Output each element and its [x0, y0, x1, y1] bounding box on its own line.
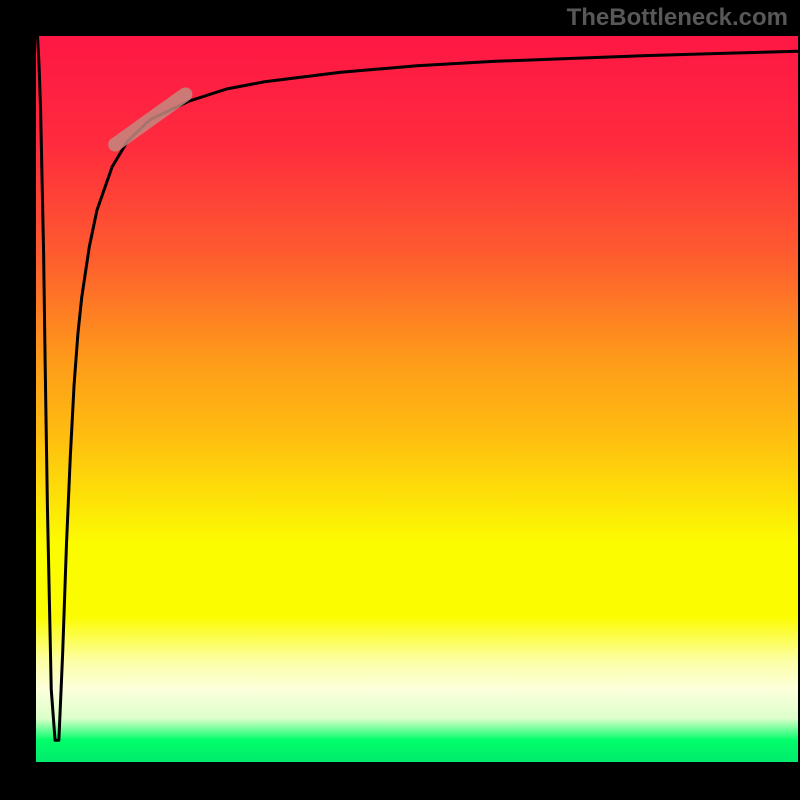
curve-marker — [105, 85, 195, 155]
watermark-text: TheBottleneck.com — [567, 4, 788, 32]
bottleneck-curve — [38, 36, 798, 740]
plot-area — [36, 36, 798, 762]
chart-root: TheBottleneck.com — [0, 0, 800, 800]
curve-layer — [36, 36, 798, 762]
